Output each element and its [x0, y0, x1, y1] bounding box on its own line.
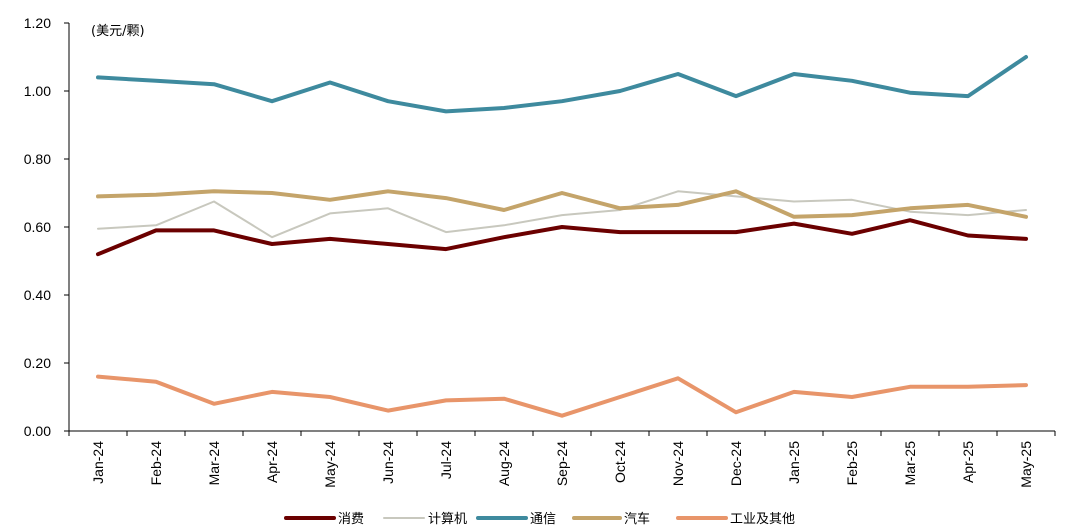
- x-tick-label: Oct-24: [612, 441, 628, 483]
- y-tick-label: 0.60: [24, 219, 51, 235]
- x-tick-label: Jan-24: [90, 441, 106, 484]
- series-line-4: [96, 374, 1028, 418]
- unit-label: (美元/颗): [91, 24, 145, 39]
- x-tick-label: May-24: [322, 441, 338, 488]
- x-tick-label: Mar-24: [206, 441, 222, 486]
- x-tick-label: Mar-25: [902, 441, 918, 486]
- legend: 消费 计算机 通信 汽车 工业及其他: [284, 511, 795, 527]
- x-tick-label: Aug-24: [496, 441, 512, 486]
- legend-label-3: 汽车: [624, 511, 650, 527]
- x-tick-label: Jul-24: [438, 441, 454, 479]
- x-axis: Jan-24 Feb-24 Mar-24 Apr-24 May-24 Jun-24 Jul-…: [68, 430, 1056, 488]
- y-tick-label: 0.40: [24, 287, 51, 303]
- x-tick-label: Jun-24: [380, 441, 396, 484]
- x-tick-label: Apr-25: [960, 441, 976, 483]
- legend-label-4: 工业及其他: [730, 512, 795, 527]
- x-tick-label: May-25: [1018, 441, 1034, 488]
- x-tick-label: Dec-24: [728, 441, 744, 486]
- y-axis: 0.00 0.20 0.40 0.60 0.80 1.00 1.20: [24, 15, 70, 439]
- series-line-3: [96, 189, 1028, 219]
- x-tick-label: Jan-25: [786, 441, 802, 484]
- x-tick-label: Sep-24: [554, 441, 570, 486]
- series-line-1: [97, 190, 1027, 239]
- series-line-0: [96, 218, 1028, 257]
- y-tick-label: 0.80: [24, 151, 51, 167]
- y-tick-label: 1.20: [24, 15, 51, 31]
- x-tick-label: Feb-24: [148, 441, 164, 486]
- x-tick-label: Apr-24: [264, 441, 280, 483]
- y-tick-label: 1.00: [24, 83, 51, 99]
- series-layer: [96, 55, 1028, 418]
- legend-label-2: 通信: [530, 512, 556, 527]
- x-tick-label: Nov-24: [670, 441, 686, 486]
- legend-label-0: 消费: [338, 512, 364, 527]
- series-line-2: [96, 55, 1028, 114]
- legend-label-1: 计算机: [428, 512, 467, 527]
- x-tick-label: Feb-25: [844, 441, 860, 486]
- y-tick-label: 0.00: [24, 423, 51, 439]
- y-tick-label: 0.20: [24, 355, 51, 371]
